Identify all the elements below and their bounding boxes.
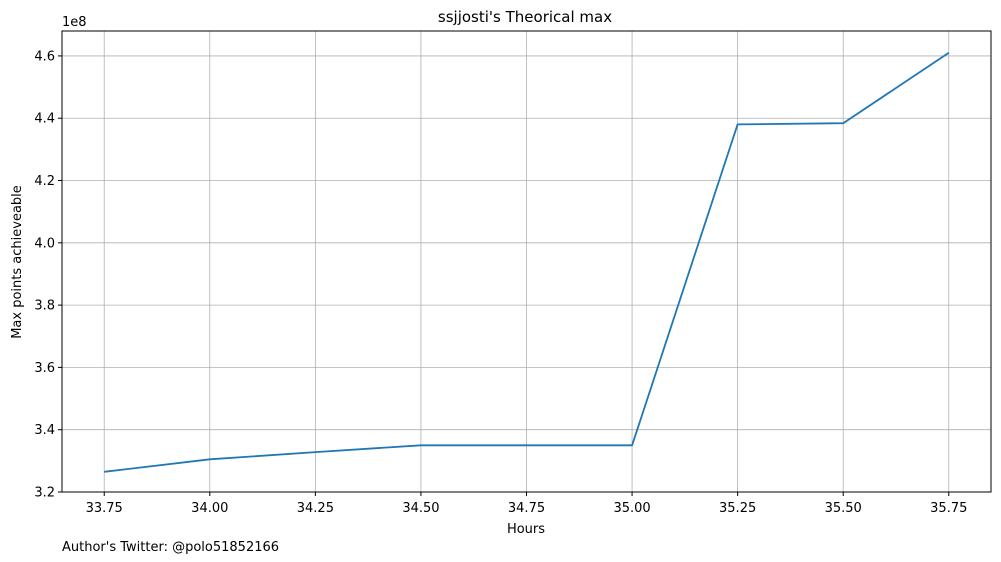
x-tick-label: 33.75 — [86, 501, 123, 516]
series-layer — [104, 52, 950, 473]
x-tick-label: 35.50 — [825, 501, 862, 516]
y-tick-label: 4.4 — [34, 112, 55, 127]
chart-title: ssjjosti's Theorical max — [438, 8, 612, 26]
y-tick-label: 4.2 — [34, 174, 55, 189]
series-line — [104, 52, 950, 473]
y-scale-label: 1e8 — [62, 15, 87, 30]
x-tick-label: 34.00 — [191, 501, 228, 516]
y-tick-label: 3.6 — [34, 361, 55, 376]
x-tick-label: 34.50 — [402, 501, 439, 516]
x-tick-label: 35.75 — [930, 501, 967, 516]
y-tick-label: 3.2 — [34, 486, 55, 501]
ticks: 33.75 34.00 34.25 34.50 34.75 35.00 35.25 35.50… — [34, 49, 967, 516]
y-tick-label: 4.0 — [34, 236, 55, 251]
x-axis-label: Hours — [507, 522, 545, 537]
x-tick-label: 34.25 — [297, 501, 334, 516]
y-tick-label: 3.4 — [34, 423, 55, 438]
x-tick-label: 35.25 — [719, 501, 756, 516]
y-tick-label: 4.6 — [34, 49, 55, 64]
x-tick-label: 34.75 — [508, 501, 545, 516]
x-tick-label: 35.00 — [613, 501, 650, 516]
y-tick-label: 3.8 — [34, 299, 55, 314]
y-axis-label: Max points achieveable — [10, 185, 25, 339]
author-footnote: Author's Twitter: @polo51852166 — [62, 540, 279, 555]
